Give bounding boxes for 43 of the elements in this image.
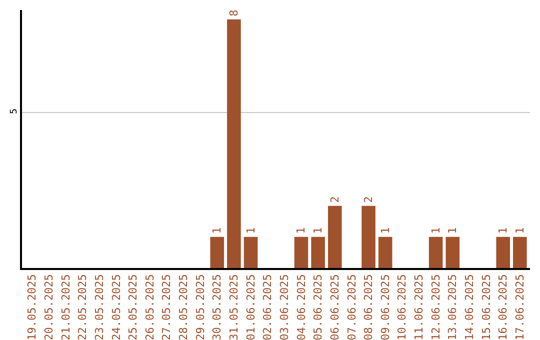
- data-label: 1: [294, 227, 308, 234]
- y-tick-label: 5: [10, 108, 20, 114]
- data-label: 1: [496, 227, 510, 234]
- data-label: 8: [227, 10, 240, 16]
- x-tick-label: 30.05.2025: [210, 274, 224, 340]
- x-tick-label: 23.05.2025: [92, 274, 106, 340]
- x-tick-label: 02.06.2025: [261, 274, 274, 340]
- x-tick-label: 05.06.2025: [312, 274, 325, 340]
- x-tick-label: 22.05.2025: [76, 274, 90, 340]
- x-tick-label: 10.06.2025: [396, 274, 409, 340]
- x-tick-label: 08.06.2025: [362, 274, 376, 340]
- x-tick-label: 13.06.2025: [446, 274, 460, 340]
- x-tick-label: 17.06.2025: [513, 274, 526, 340]
- x-tick-label: 15.06.2025: [480, 274, 493, 340]
- x-tick-label: 06.06.2025: [328, 274, 342, 340]
- x-tick-label: 25.05.2025: [126, 274, 140, 340]
- x-tick-label: 09.06.2025: [378, 274, 392, 340]
- x-tick-label: 29.05.2025: [194, 274, 207, 340]
- x-tick-label: 04.06.2025: [294, 274, 308, 340]
- data-label: 1: [429, 227, 442, 234]
- data-label: 1: [312, 227, 325, 234]
- x-tick-label: 14.06.2025: [463, 274, 476, 340]
- x-tick-label: 31.05.2025: [228, 274, 241, 340]
- x-tick-label: 28.05.2025: [177, 274, 190, 340]
- x-tick-label: 26.05.2025: [143, 274, 156, 340]
- data-label: 1: [244, 227, 258, 234]
- x-tick-label: 20.05.2025: [42, 274, 56, 340]
- data-label: 2: [362, 196, 376, 203]
- x-tick-label: 01.06.2025: [244, 274, 258, 340]
- data-label: 1: [446, 227, 460, 234]
- x-tick-label: 16.06.2025: [496, 274, 510, 340]
- data-label: 1: [513, 227, 526, 234]
- x-tick-label: 24.05.2025: [110, 274, 123, 340]
- x-tick-label: 11.06.2025: [412, 274, 426, 340]
- data-label: 2: [328, 196, 342, 203]
- data-label: 1: [210, 227, 224, 234]
- x-tick-label: 19.05.2025: [26, 274, 39, 340]
- x-tick-label: 21.05.2025: [59, 274, 72, 340]
- x-tick-label: 27.05.2025: [160, 274, 174, 340]
- x-tick-label: 03.06.2025: [278, 274, 291, 340]
- x-tick-label: 12.06.2025: [429, 274, 442, 340]
- x-tick-label: 07.06.2025: [345, 274, 358, 340]
- data-label: 1: [378, 227, 392, 234]
